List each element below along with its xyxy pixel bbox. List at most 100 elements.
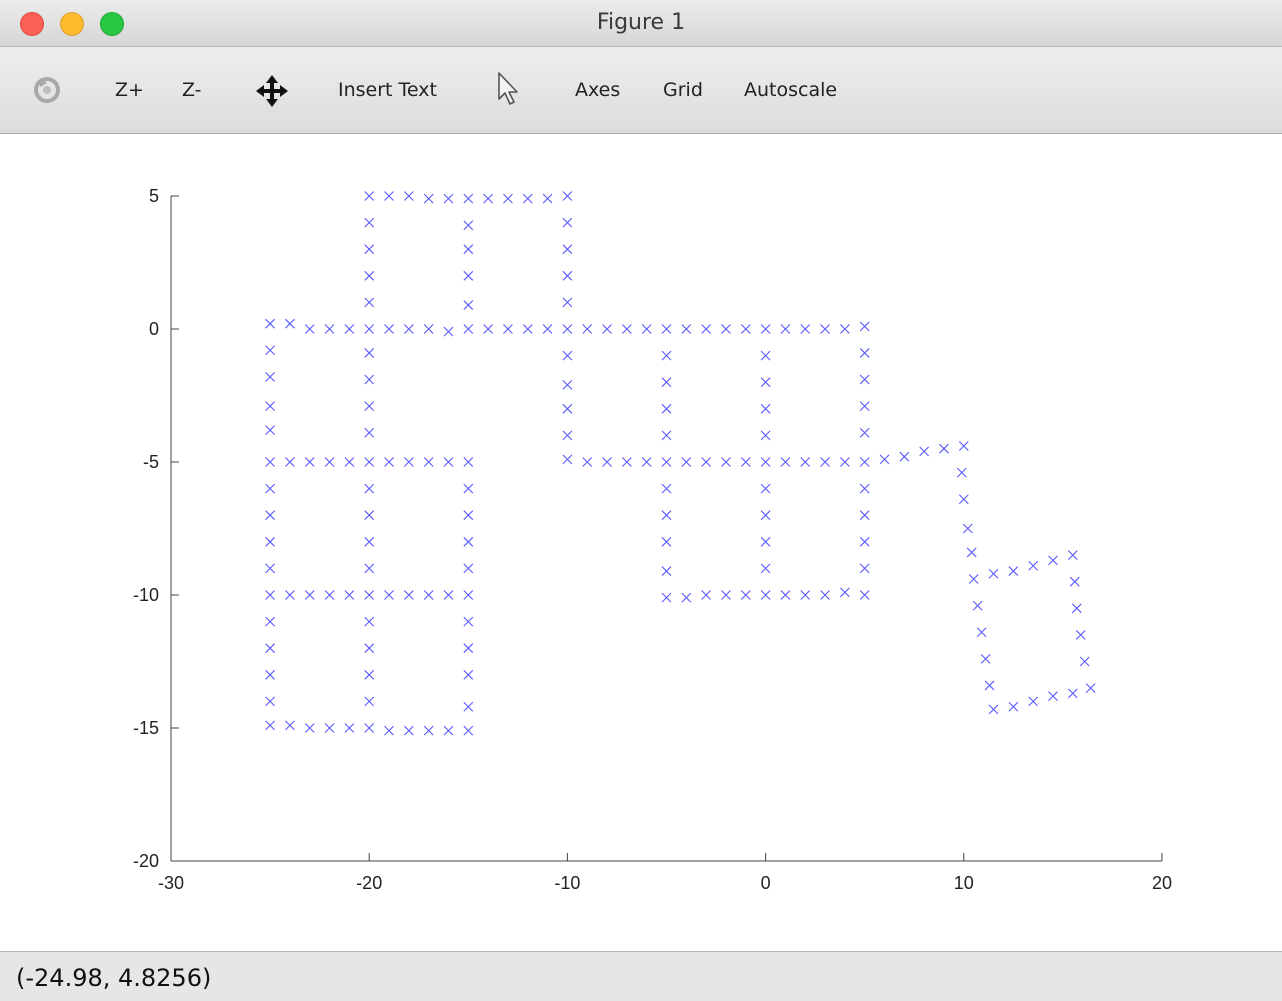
data-point (839, 457, 850, 467)
data-point (285, 318, 295, 329)
data-point (1008, 566, 1019, 576)
data-point (1071, 603, 1082, 614)
data-point (859, 536, 870, 547)
data-point (364, 427, 375, 438)
zoom-in-button[interactable]: Z+ (115, 79, 144, 101)
data-point (403, 324, 414, 334)
pan-icon[interactable] (254, 73, 290, 114)
data-point (562, 430, 573, 441)
data-point (641, 457, 652, 467)
data-point (403, 457, 414, 467)
data-point (364, 217, 375, 228)
data-point (463, 701, 474, 712)
data-point (364, 616, 375, 627)
data-point (760, 377, 771, 388)
data-point (463, 244, 474, 255)
data-point (384, 590, 394, 600)
data-point (463, 563, 474, 574)
data-point (780, 590, 791, 600)
minimize-window-button[interactable] (60, 12, 84, 36)
data-point (661, 430, 672, 441)
data-point (443, 457, 454, 467)
data-point (988, 568, 999, 579)
data-point (641, 324, 652, 334)
data-point (962, 523, 973, 534)
data-point (760, 563, 771, 574)
data-point (265, 720, 275, 731)
data-point (899, 451, 910, 462)
data-point (265, 536, 275, 547)
data-point (661, 377, 672, 388)
data-point (879, 454, 890, 465)
data-point (562, 297, 573, 308)
data-point (265, 643, 275, 654)
data-point (324, 324, 335, 334)
data-point (344, 590, 355, 600)
data-point (800, 324, 811, 334)
pointer-icon[interactable] (496, 71, 522, 112)
data-point (859, 483, 870, 494)
data-point (463, 220, 474, 231)
data-point (839, 587, 850, 598)
data-point (265, 318, 275, 329)
data-point (859, 401, 870, 412)
data-point (443, 590, 454, 600)
data-point (423, 193, 434, 204)
data-point (919, 446, 930, 457)
data-point (463, 616, 474, 627)
data-point (562, 217, 573, 228)
zoom-out-button[interactable]: Z- (182, 79, 202, 101)
data-point (859, 563, 870, 574)
data-point (582, 324, 593, 334)
grid-button[interactable]: Grid (663, 79, 703, 101)
data-point (463, 536, 474, 547)
data-point (1028, 696, 1039, 707)
data-point (760, 510, 771, 521)
autoscale-button[interactable]: Autoscale (744, 79, 838, 101)
data-point (364, 457, 375, 467)
data-point (265, 510, 275, 521)
data-point (800, 590, 811, 600)
data-point (760, 483, 771, 494)
data-point (265, 696, 275, 707)
data-point (562, 324, 573, 334)
data-point (285, 590, 295, 600)
data-point (661, 457, 672, 467)
data-point (681, 592, 692, 603)
data-point (661, 483, 672, 494)
data-point (760, 536, 771, 547)
data-point (958, 494, 969, 505)
data-point (701, 590, 712, 600)
axes-button[interactable]: Axes (575, 79, 621, 101)
data-point (364, 563, 375, 574)
data-point (344, 324, 355, 334)
data-point (483, 324, 494, 334)
data-point (265, 457, 275, 467)
data-point (265, 371, 275, 382)
data-point (503, 324, 513, 334)
data-point (384, 457, 394, 467)
zoom-window-button[interactable] (100, 12, 124, 36)
data-point (265, 425, 275, 435)
data-point (740, 324, 751, 334)
y-tick-label: 5 (149, 186, 159, 206)
data-point (760, 430, 771, 441)
rotate-icon[interactable] (30, 73, 64, 112)
data-point (760, 350, 771, 361)
insert-text-button[interactable]: Insert Text (338, 79, 437, 101)
data-point (463, 669, 474, 680)
plot-area[interactable]: -30 -20 -10 0 10 20 5 0 -5 -10 -15 -20 (0, 134, 1282, 951)
data-point (265, 590, 275, 600)
data-point (463, 483, 474, 494)
close-window-button[interactable] (20, 12, 44, 36)
data-point (972, 600, 983, 611)
data-point (542, 324, 553, 334)
data-point (304, 723, 315, 733)
window-title: Figure 1 (596, 10, 686, 35)
data-point (1085, 683, 1096, 693)
data-point (976, 627, 987, 638)
data-point (1067, 688, 1078, 699)
data-point (839, 324, 850, 334)
data-point (403, 191, 414, 201)
